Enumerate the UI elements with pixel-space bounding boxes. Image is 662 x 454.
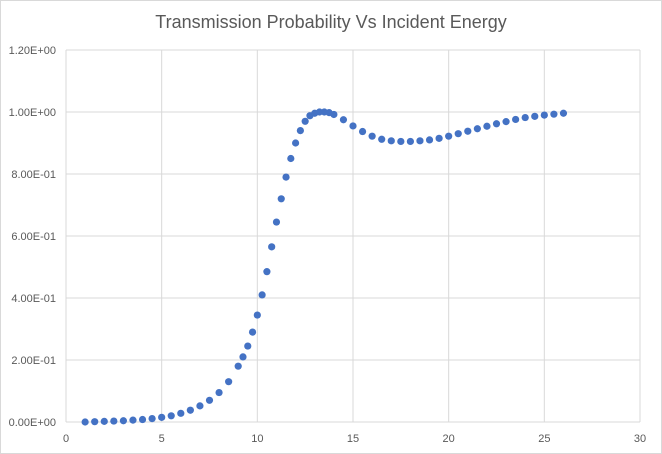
data-point xyxy=(272,218,281,226)
data-point xyxy=(550,110,558,118)
data-point xyxy=(473,125,481,133)
x-tick-label: 15 xyxy=(347,433,359,445)
y-tick-label: 1.00E+00 xyxy=(9,107,56,119)
x-tick-label: 25 xyxy=(538,433,550,445)
chart-title: Transmission Probability Vs Incident Ene… xyxy=(155,12,507,32)
data-point xyxy=(129,416,137,424)
y-tick-label: 1.20E+00 xyxy=(9,45,56,57)
data-point xyxy=(406,137,414,146)
data-point xyxy=(301,117,309,125)
data-point xyxy=(296,127,304,135)
data-point xyxy=(397,137,405,146)
data-point xyxy=(253,311,261,319)
y-tick-label: 8.00E-01 xyxy=(11,169,56,181)
data-point xyxy=(234,362,242,370)
data-point xyxy=(292,139,300,147)
y-tick-label: 4.00E-01 xyxy=(11,293,56,305)
data-point xyxy=(492,120,501,128)
data-point xyxy=(263,268,271,276)
y-tick-label: 6.00E-01 xyxy=(11,231,56,243)
x-tick-label: 20 xyxy=(443,433,455,445)
data-point xyxy=(215,388,223,397)
data-point xyxy=(425,136,434,144)
data-point xyxy=(91,418,99,426)
data-point xyxy=(454,130,462,138)
y-tick-labels: 0.00E+00 2.00E-01 4.00E-01 6.00E-01 8.00E-01… xyxy=(9,45,56,429)
data-point xyxy=(225,378,233,386)
data-point xyxy=(330,110,338,119)
data-point xyxy=(268,243,276,251)
x-tick-label: 10 xyxy=(251,433,263,445)
data-point xyxy=(358,127,367,136)
data-point xyxy=(445,132,453,140)
data-point xyxy=(81,418,89,426)
data-point xyxy=(559,109,568,117)
data-point xyxy=(531,112,539,120)
y-tick-label: 2.00E-01 xyxy=(11,355,56,367)
data-point xyxy=(239,353,247,361)
data-point xyxy=(100,417,108,425)
data-point xyxy=(119,417,127,425)
data-point xyxy=(110,417,118,425)
data-point xyxy=(138,415,147,424)
data-point xyxy=(277,195,285,203)
data-point xyxy=(368,132,376,140)
x-tick-label: 5 xyxy=(159,433,165,445)
x-tick-label: 30 xyxy=(634,433,646,445)
x-tick-label: 0 xyxy=(63,433,69,445)
data-point xyxy=(244,342,252,350)
data-point xyxy=(540,111,548,119)
data-point xyxy=(177,409,185,417)
data-point xyxy=(521,113,529,122)
data-point xyxy=(349,122,357,130)
data-point xyxy=(167,412,175,420)
data-point xyxy=(248,328,257,336)
data-point xyxy=(483,122,491,130)
data-point xyxy=(287,154,295,163)
data-point xyxy=(158,413,166,421)
data-point xyxy=(464,127,472,135)
axes xyxy=(65,50,640,423)
gridlines xyxy=(66,49,641,422)
data-point xyxy=(205,396,214,404)
data-point xyxy=(186,406,194,414)
data-point xyxy=(435,134,443,142)
data-point xyxy=(512,115,520,124)
y-tick-label: 0.00E+00 xyxy=(9,417,56,429)
data-point xyxy=(148,414,156,423)
data-point xyxy=(282,173,290,181)
data-point xyxy=(387,137,395,145)
data-point xyxy=(339,116,348,124)
data-point xyxy=(196,402,204,410)
x-tick-labels: 0 5 10 15 20 25 30 xyxy=(63,433,646,445)
data-point xyxy=(502,118,510,126)
data-point xyxy=(378,135,386,143)
data-point xyxy=(258,291,266,299)
data-point xyxy=(416,137,424,145)
data-points xyxy=(81,108,568,426)
